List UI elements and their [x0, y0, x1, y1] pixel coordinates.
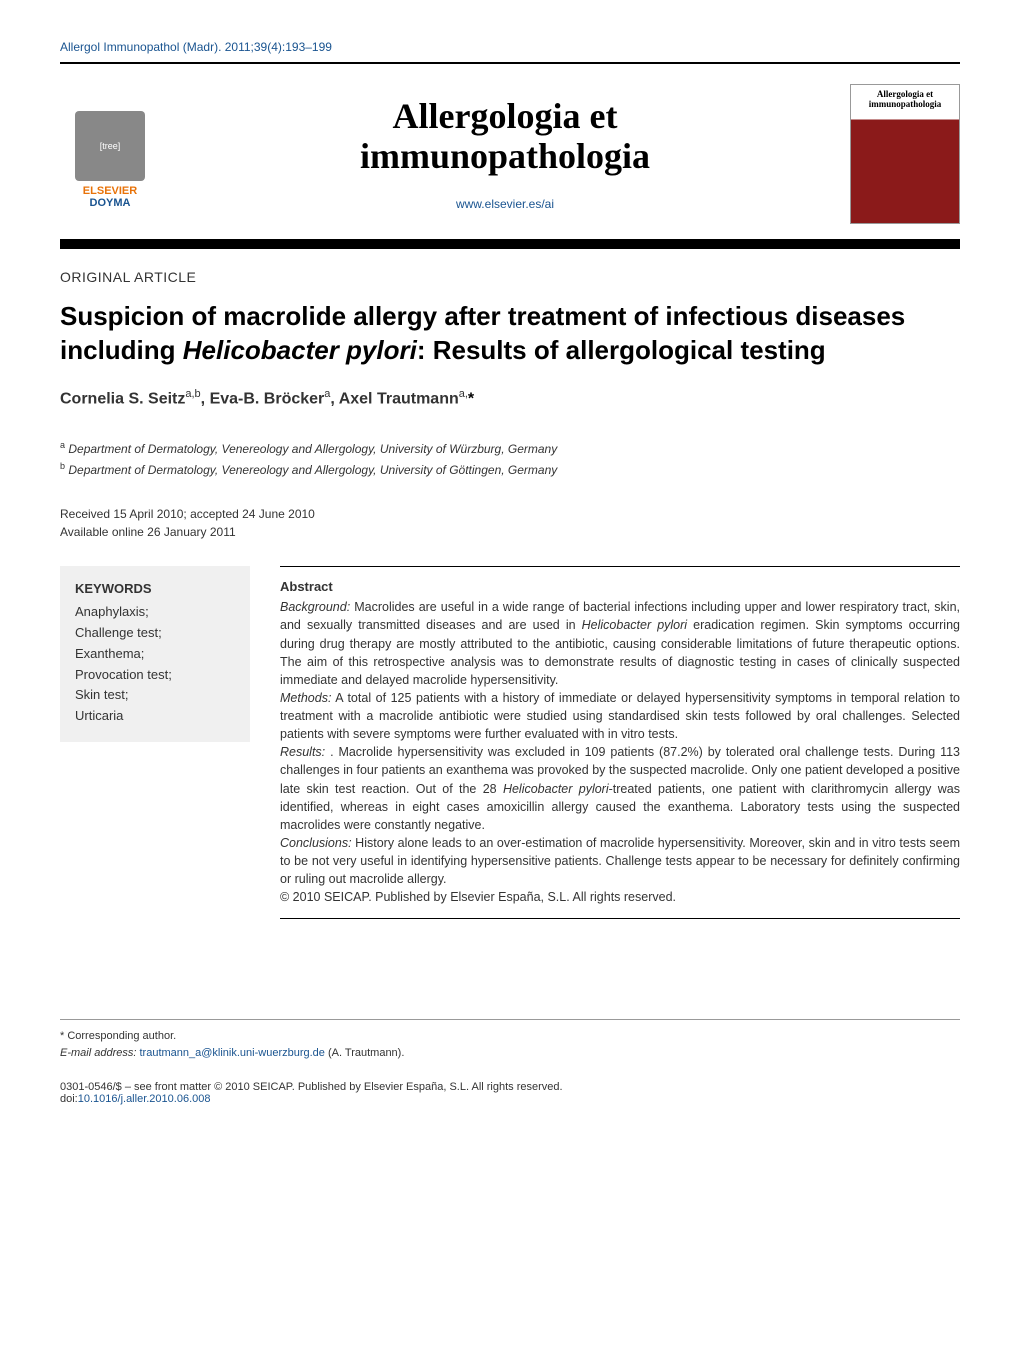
article-type: ORIGINAL ARTICLE: [60, 269, 960, 285]
abstract-heading: Abstract: [280, 579, 960, 594]
cover-title: Allergologia et immunopathologia: [855, 89, 955, 109]
authors: Cornelia S. Seitza,b, Eva-B. Bröckera, A…: [60, 388, 960, 408]
header-divider: [60, 62, 960, 64]
article-dates: Received 15 April 2010; accepted 24 June…: [60, 505, 960, 541]
article-title: Suspicion of macrolide allergy after tre…: [60, 300, 960, 368]
keywords-heading: KEYWORDS: [75, 581, 235, 596]
header-row: [tree] ELSEVIER DOYMA Allergologia et im…: [60, 84, 960, 224]
abstract-container: KEYWORDS Anaphylaxis;Challenge test;Exan…: [60, 566, 960, 919]
doi-label: doi:: [60, 1093, 78, 1105]
elsevier-tree-icon: [tree]: [75, 111, 145, 181]
keywords-list: Anaphylaxis;Challenge test;Exanthema;Pro…: [75, 602, 235, 727]
affiliations: a Department of Dermatology, Venereology…: [60, 438, 960, 480]
doi-link[interactable]: 10.1016/j.aller.2010.06.008: [78, 1093, 211, 1105]
keywords-box: KEYWORDS Anaphylaxis;Challenge test;Exan…: [60, 566, 250, 742]
abstract-text: Background: Macrolides are useful in a w…: [280, 598, 960, 906]
available-date: Available online 26 January 2011: [60, 523, 960, 541]
corresponding-email-line: E-mail address: trautmann_a@klinik.uni-w…: [60, 1045, 960, 1062]
journal-url[interactable]: www.elsevier.es/ai: [160, 197, 850, 211]
journal-title-line2: immunopathologia: [160, 137, 850, 177]
black-bar-divider: [60, 239, 960, 249]
corresponding-author-label: * Corresponding author.: [60, 1028, 960, 1045]
journal-title-line1: Allergologia et: [160, 97, 850, 137]
journal-cover-thumbnail: Allergologia et immunopathologia: [850, 84, 960, 224]
doi-section: 0301-0546/$ – see front matter © 2010 SE…: [60, 1081, 960, 1105]
doi-line: doi:10.1016/j.aller.2010.06.008: [60, 1093, 960, 1105]
footer-section: * Corresponding author. E-mail address: …: [60, 1019, 960, 1061]
email-attribution: (A. Trautmann).: [325, 1047, 404, 1059]
abstract-box: Abstract Background: Macrolides are usef…: [280, 566, 960, 919]
journal-reference: Allergol Immunopathol (Madr). 2011;39(4)…: [60, 40, 960, 54]
corresponding-email-link[interactable]: trautmann_a@klinik.uni-wuerzburg.de: [139, 1047, 324, 1059]
journal-title-block: Allergologia et immunopathologia www.els…: [160, 97, 850, 210]
doyma-label: DOYMA: [90, 197, 131, 209]
email-label: E-mail address:: [60, 1047, 136, 1059]
elsevier-label: ELSEVIER: [83, 185, 137, 197]
publisher-logo: [tree] ELSEVIER DOYMA: [60, 99, 160, 209]
received-date: Received 15 April 2010; accepted 24 June…: [60, 505, 960, 523]
issn-copyright-line: 0301-0546/$ – see front matter © 2010 SE…: [60, 1081, 960, 1093]
